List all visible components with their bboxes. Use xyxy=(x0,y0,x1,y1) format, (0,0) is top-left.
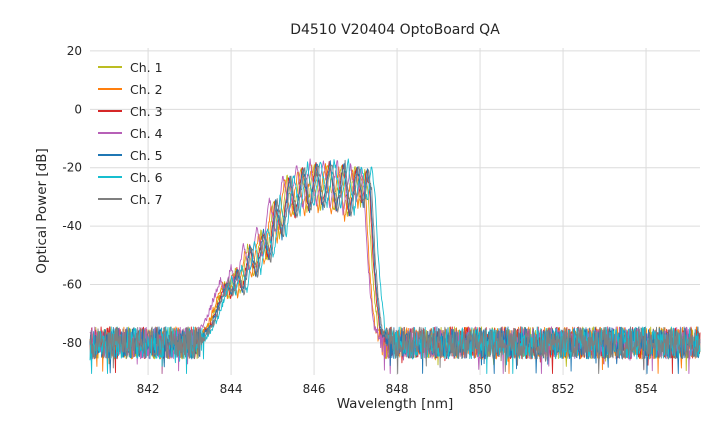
legend-item-5: Ch. 5 xyxy=(98,144,163,166)
legend-item-6: Ch. 6 xyxy=(98,166,163,188)
legend-item-3: Ch. 3 xyxy=(98,100,163,122)
legend-swatch xyxy=(98,110,122,112)
legend: Ch. 1 Ch. 2 Ch. 3 Ch. 4 Ch. 5 Ch. 6 Ch. 7 xyxy=(98,56,163,210)
y-tick-label: 0 xyxy=(74,102,82,116)
chart-title: D4510 V20404 OptoBoard QA xyxy=(290,22,500,38)
legend-item-4: Ch. 4 xyxy=(98,122,163,144)
x-tick-label: 850 xyxy=(469,382,492,396)
y-axis-label: Optical Power [dB] xyxy=(34,148,50,274)
x-tick-label: 844 xyxy=(220,382,243,396)
legend-swatch xyxy=(98,66,122,68)
legend-label: Ch. 1 xyxy=(130,59,163,75)
x-tick-label: 846 xyxy=(303,382,326,396)
y-tick-label: 20 xyxy=(67,44,82,58)
legend-label: Ch. 2 xyxy=(130,81,163,97)
x-tick-label: 854 xyxy=(635,382,658,396)
x-tick-label: 842 xyxy=(137,382,160,396)
legend-label: Ch. 6 xyxy=(130,169,163,185)
legend-swatch xyxy=(98,176,122,178)
y-tick-label: -80 xyxy=(62,336,82,350)
legend-item-1: Ch. 1 xyxy=(98,56,163,78)
legend-swatch xyxy=(98,198,122,200)
legend-swatch xyxy=(98,132,122,134)
x-tick-label: 852 xyxy=(552,382,575,396)
legend-label: Ch. 7 xyxy=(130,191,163,207)
legend-swatch xyxy=(98,88,122,90)
legend-label: Ch. 5 xyxy=(130,147,163,163)
legend-label: Ch. 3 xyxy=(130,103,163,119)
legend-item-7: Ch. 7 xyxy=(98,188,163,210)
legend-label: Ch. 4 xyxy=(130,125,163,141)
series-ch-7 xyxy=(89,159,701,374)
x-tick-label: 848 xyxy=(386,382,409,396)
y-tick-label: -40 xyxy=(62,219,82,233)
legend-swatch xyxy=(98,154,122,156)
legend-item-2: Ch. 2 xyxy=(98,78,163,100)
x-axis-label: Wavelength [nm] xyxy=(336,396,454,412)
y-tick-label: -60 xyxy=(62,277,82,291)
y-tick-label: -20 xyxy=(62,161,82,175)
